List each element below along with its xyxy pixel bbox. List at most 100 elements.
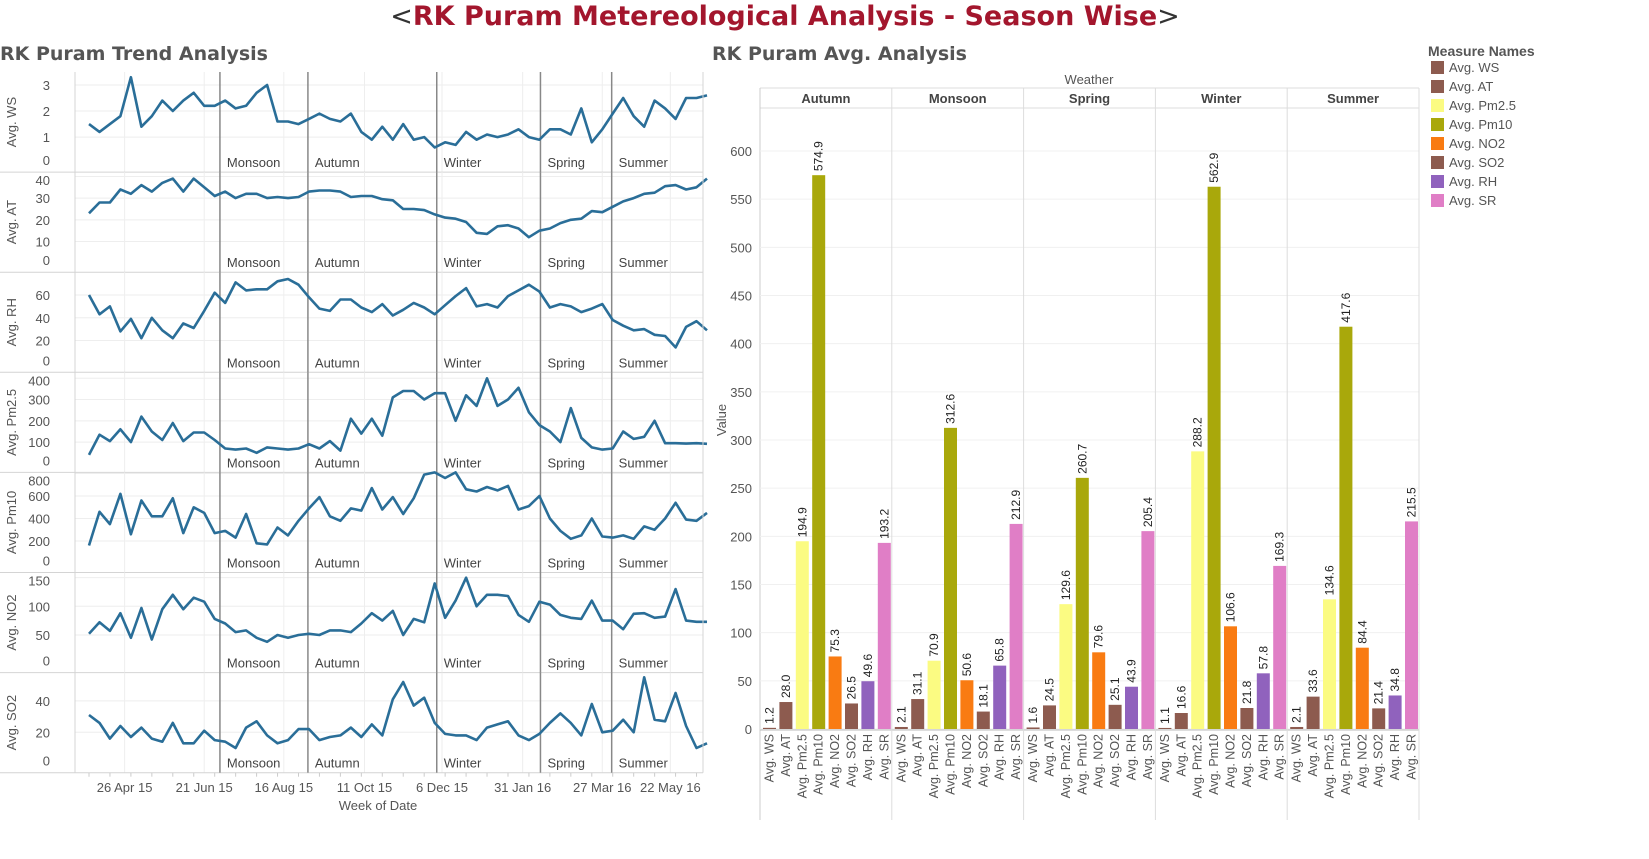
- bar-x-tick-label: Avg. NO2: [828, 734, 842, 788]
- title-text: RK Puram Metereological Analysis - Seaso…: [412, 1, 1158, 32]
- season-label-spring: Spring: [547, 155, 585, 170]
- x-axis-title: Week of Date: [339, 798, 418, 813]
- season-label-winter: Winter: [444, 656, 482, 671]
- bar-avg-at: [1306, 696, 1320, 729]
- legend-label: Avg. WS: [1449, 60, 1500, 75]
- bar-y-axis-title: Value: [714, 404, 729, 436]
- bar-avg-rh: [1125, 686, 1138, 729]
- y-axis-title: Avg. WS: [4, 97, 19, 148]
- bar-y-tick-label: 600: [730, 144, 752, 159]
- season-label-monsoon: Monsoon: [227, 756, 280, 771]
- bar-value-label: 79.6: [1092, 625, 1106, 649]
- legend-label: Avg. SO2: [1449, 155, 1504, 170]
- legend-item[interactable]: Avg. SO2: [1431, 155, 1504, 170]
- season-label-spring: Spring: [547, 255, 585, 270]
- season-label-monsoon: Monsoon: [227, 556, 280, 571]
- legend-item[interactable]: Avg. NO2: [1431, 136, 1505, 151]
- y-tick-label: 100: [28, 435, 50, 450]
- bar-avg-no2: [960, 680, 974, 729]
- bar-x-tick-label: Avg. WS: [894, 734, 908, 782]
- bar-x-tick-label: Avg. SR: [877, 734, 891, 780]
- legend-item[interactable]: Avg. Pm10: [1431, 117, 1512, 132]
- bar-x-tick-label: Avg. NO2: [1224, 734, 1238, 788]
- bar-x-tick-label: Avg. SR: [1009, 734, 1023, 780]
- y-axis-title: Avg. RH: [4, 298, 19, 346]
- season-label-spring: Spring: [547, 756, 585, 771]
- column-header-weather: Weather: [1065, 72, 1115, 87]
- bar-value-label: 26.5: [845, 676, 859, 700]
- bar-x-tick-label: Avg. AT: [911, 734, 925, 777]
- legend-swatch: [1431, 118, 1444, 131]
- season-label-summer: Summer: [619, 656, 669, 671]
- bar-value-label: 65.8: [993, 638, 1007, 662]
- y-tick-label: 300: [28, 393, 50, 408]
- season-label-winter: Winter: [444, 255, 482, 270]
- bar-avg-ws: [763, 727, 776, 729]
- y-tick-label: 400: [28, 373, 50, 388]
- bar-avg-at: [1043, 705, 1056, 729]
- y-tick-label: 0: [43, 353, 50, 368]
- bar-x-tick-label: Avg. SO2: [1372, 734, 1386, 787]
- series-line: [88, 676, 708, 750]
- legend-item[interactable]: Avg. AT: [1431, 79, 1493, 94]
- legend-item[interactable]: Avg. Pm2.5: [1431, 98, 1516, 113]
- series-line: [88, 576, 707, 644]
- bar-x-tick-label: Avg. Pm10: [812, 734, 826, 795]
- bar-value-label: 50.6: [960, 653, 974, 677]
- x-tick-label: 21 Jun 15: [176, 780, 233, 795]
- bar-value-label: 2.1: [1290, 706, 1304, 723]
- trend-analysis-title: RK Puram Trend Analysis: [0, 43, 268, 65]
- legend-item[interactable]: Avg. SR: [1431, 193, 1496, 208]
- season-label-monsoon: Monsoon: [227, 255, 280, 270]
- legend-swatch: [1431, 61, 1444, 74]
- y-tick-label: 20: [36, 725, 50, 740]
- bar-x-tick-label: Avg. SO2: [1240, 734, 1254, 787]
- bar-value-label: 215.5: [1405, 487, 1419, 517]
- bar-avg-pm2-5: [795, 541, 809, 729]
- season-label-autumn: Autumn: [315, 155, 360, 170]
- bar-avg-rh: [861, 681, 875, 729]
- bar-avg-so2: [1240, 707, 1254, 729]
- y-axis-title: Avg. SO2: [4, 695, 19, 750]
- y-tick-label: 40: [36, 173, 50, 188]
- bar-x-tick-label: Avg. NO2: [1355, 734, 1369, 788]
- x-tick-label: 16 Aug 15: [255, 780, 314, 795]
- season-column-winter: Winter 1.1 Avg. WS 16.6 Avg. AT 288.2 Avg. Pm2…: [1158, 88, 1288, 820]
- y-tick-label: 600: [28, 489, 50, 504]
- season-label-spring: Spring: [547, 656, 585, 671]
- bar-x-tick-label: Avg. RH: [1256, 734, 1270, 780]
- legend-swatch: [1431, 194, 1444, 207]
- bar-value-label: 31.1: [911, 671, 925, 695]
- bar-x-tick-label: Avg. NO2: [1092, 734, 1106, 788]
- bar-x-tick-label: Avg. Pm10: [1075, 734, 1089, 795]
- bar-value-label: 34.8: [1388, 668, 1402, 692]
- x-tick-label: 26 Apr 15: [97, 780, 153, 795]
- legend-item[interactable]: Avg. WS: [1431, 60, 1500, 75]
- season-header: Summer: [1327, 91, 1379, 106]
- y-tick-label: 3: [43, 78, 50, 93]
- bar-y-tick-label: 550: [730, 192, 752, 207]
- season-label-autumn: Autumn: [315, 656, 360, 671]
- legend-swatch: [1431, 175, 1444, 188]
- bar-avg-so2: [976, 711, 990, 729]
- x-tick-label: 6 Dec 15: [416, 780, 468, 795]
- bar-avg-sr: [1141, 531, 1155, 729]
- y-tick-label: 40: [36, 694, 50, 709]
- y-tick-label: 800: [28, 473, 50, 488]
- legend-item[interactable]: Avg. RH: [1431, 174, 1497, 189]
- bar-avg-no2: [1355, 647, 1369, 729]
- bar-y-tick-label: 50: [738, 674, 752, 689]
- bar-value-label: 134.6: [1323, 565, 1337, 595]
- x-tick-label: 31 Jan 16: [494, 780, 551, 795]
- y-tick-label: 20: [36, 213, 50, 228]
- x-tick-label: 27 Mar 16: [573, 780, 632, 795]
- season-label-winter: Winter: [444, 556, 482, 571]
- bar-x-tick-label: Avg. AT: [779, 734, 793, 777]
- bar-value-label: 1.6: [1026, 706, 1040, 723]
- bar-avg-pm10: [1339, 326, 1353, 729]
- y-tick-label: 0: [43, 654, 50, 669]
- bar-value-label: 193.2: [877, 509, 891, 539]
- bar-value-label: 169.3: [1273, 532, 1287, 562]
- season-label-monsoon: Monsoon: [227, 355, 280, 370]
